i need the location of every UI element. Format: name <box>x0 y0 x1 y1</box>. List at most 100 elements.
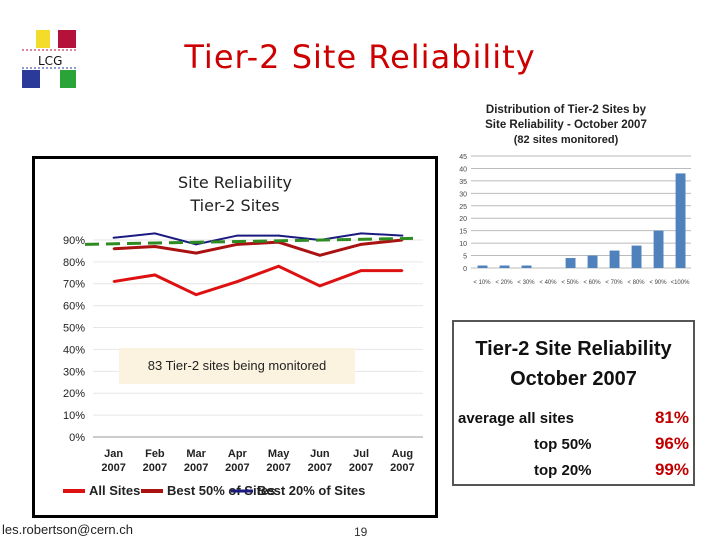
y-tick-label: 70% <box>63 279 85 291</box>
bar-chart-title-line: (82 sites monitored) <box>514 134 619 146</box>
y-tick-label: 90% <box>63 235 85 247</box>
summary-box: Tier-2 Site Reliability October 2007 ave… <box>452 320 695 486</box>
data-point <box>195 293 198 296</box>
x-tick-label: Jul <box>353 448 369 460</box>
bar-y-tick-label: 15 <box>459 229 467 236</box>
data-point <box>195 252 198 255</box>
summary-value-top50: 96% <box>654 434 689 453</box>
bar <box>609 250 620 268</box>
x-tick-label: 2007 <box>184 462 208 474</box>
bar <box>521 265 532 268</box>
bar-chart-title-line: Distribution of Tier-2 Sites by <box>486 104 647 116</box>
x-tick-label: 2007 <box>266 462 290 474</box>
chart-subtitle: Tier-2 Sites <box>190 196 280 215</box>
series-line <box>113 238 403 257</box>
summary-label-top50: top 50% <box>534 436 592 453</box>
bar-x-tick-label: < 70% <box>605 280 623 286</box>
x-tick-label: Apr <box>228 448 248 460</box>
bar-x-tick-label: < 10% <box>473 280 491 286</box>
annotation-box: 83 Tier-2 sites being monitored <box>119 348 355 384</box>
x-tick-label: 2007 <box>390 462 414 474</box>
summary-title: Tier-2 Site Reliability <box>475 338 672 360</box>
bar-x-tick-label: <100% <box>671 280 691 286</box>
data-point <box>195 243 198 246</box>
logo-text: LCG <box>38 54 62 68</box>
bar <box>477 265 488 268</box>
data-point <box>401 234 404 237</box>
bar-y-tick-label: 35 <box>459 179 467 186</box>
x-tick-label: Jun <box>310 448 330 460</box>
bar <box>565 258 576 268</box>
x-tick-label: 2007 <box>143 462 167 474</box>
y-tick-label: 0% <box>69 432 85 444</box>
line-chart-svg: 0% 10% 20% 30% 40% 50% 60% 70% 80% 90% Jan 2007 Feb 2… <box>63 232 423 498</box>
bar-y-tick-label: 30 <box>459 191 467 198</box>
y-tick-label: 80% <box>63 257 85 269</box>
data-point <box>153 273 156 276</box>
bar-y-tick-label: 25 <box>459 204 467 211</box>
bar <box>499 265 510 268</box>
y-tick-label: 20% <box>63 388 85 400</box>
data-point <box>277 265 280 268</box>
lcg-logo: LCG <box>22 30 78 88</box>
data-point <box>236 280 239 283</box>
distribution-bar-chart: Distribution of Tier-2 Sites by Site Reli… <box>459 104 691 286</box>
reliability-line-chart: Site Reliability Tier-2 Sites 0% 10% 20% 30… <box>32 156 438 518</box>
data-point <box>112 247 115 250</box>
data-point <box>401 269 404 272</box>
bar-y-tick-label: 10 <box>459 241 467 248</box>
summary-value-average: 81% <box>654 408 689 427</box>
bar <box>675 173 686 268</box>
summary-label-top20: top 20% <box>534 462 592 479</box>
y-tick-label: 30% <box>63 366 85 378</box>
bar-x-tick-label: < 50% <box>561 280 579 286</box>
y-tick-label: 60% <box>63 301 85 313</box>
legend-label: Best 20% of Sites <box>257 483 365 498</box>
data-point <box>112 236 115 239</box>
bar-y-tick-label: 40 <box>459 166 467 173</box>
annotation-text: 83 Tier-2 sites being monitored <box>147 358 327 373</box>
reference-dashed-line <box>84 236 414 246</box>
data-point <box>236 234 239 237</box>
y-tick-label: 10% <box>63 410 85 422</box>
data-point <box>153 245 156 248</box>
bar <box>631 245 642 268</box>
bar-x-tick-label: < 30% <box>517 280 535 286</box>
data-point <box>360 269 363 272</box>
x-tick-label: Mar <box>186 448 206 460</box>
data-point <box>236 243 239 246</box>
bar-y-tick-label: 5 <box>463 254 467 261</box>
series-line <box>113 232 403 246</box>
bar <box>653 230 664 268</box>
summary-value-top20: 99% <box>654 460 689 479</box>
legend-label: All Sites <box>89 483 140 498</box>
bar-chart-title-line: Site Reliability - October 2007 <box>485 119 647 131</box>
x-tick-label: Aug <box>392 448 413 460</box>
series-line <box>113 264 403 297</box>
bar-x-tick-label: < 40% <box>539 280 557 286</box>
bar-y-tick-label: 0 <box>463 266 467 273</box>
bar-x-tick-label: < 80% <box>627 280 645 286</box>
bar-y-tick-label: 20 <box>459 216 467 223</box>
bar-x-tick-label: < 20% <box>495 280 513 286</box>
x-tick-label: 2007 <box>349 462 373 474</box>
data-point <box>360 232 363 235</box>
bar-x-tick-label: < 60% <box>583 280 601 286</box>
x-tick-label: 2007 <box>308 462 332 474</box>
bar <box>587 255 598 268</box>
data-point <box>360 243 363 246</box>
chart-title: Site Reliability <box>178 173 292 192</box>
slide-title: Tier-2 Site Reliability <box>184 38 536 76</box>
legend-label: Best 50% of Sites <box>167 483 275 498</box>
bar-y-tick-label: 45 <box>459 154 467 161</box>
x-tick-label: May <box>268 448 290 460</box>
summary-label-average: average all sites <box>458 410 574 427</box>
data-point <box>277 234 280 237</box>
x-tick-label: Jan <box>104 448 123 460</box>
y-tick-label: 40% <box>63 344 85 356</box>
x-tick-label: 2007 <box>101 462 125 474</box>
footer-email: les.robertson@cern.ch <box>2 522 133 537</box>
y-tick-label: 50% <box>63 323 85 335</box>
bar-x-tick-label: < 90% <box>649 280 667 286</box>
data-point <box>112 280 115 283</box>
